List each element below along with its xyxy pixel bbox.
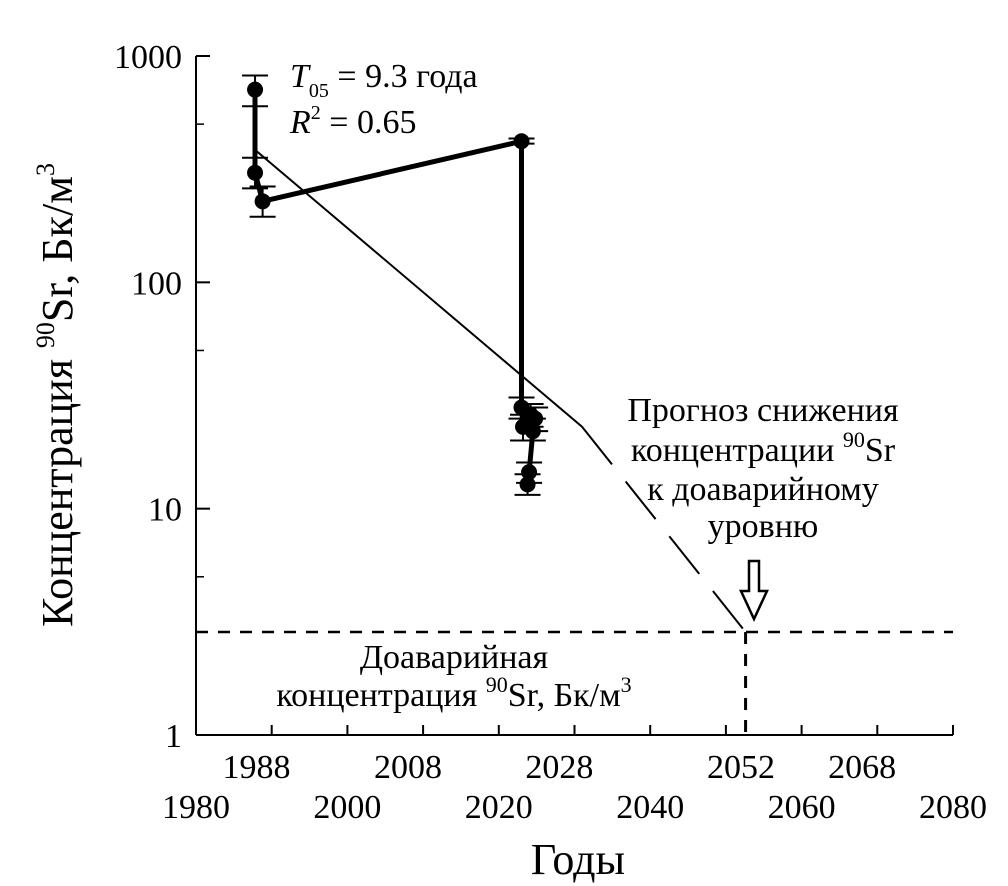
x-tick-label: 1980 [162, 789, 230, 826]
data-points [242, 74, 549, 496]
data-point [519, 476, 536, 493]
x-tick-label-upper: 2028 [525, 749, 593, 786]
pre-line2-pre: концентрация [276, 677, 485, 714]
y-axis-label-mid: Sr, Бк/м [33, 176, 82, 322]
fit-R-rest: = 0.65 [321, 104, 417, 141]
fit-T-rest: = 9.3 года [329, 58, 478, 95]
forecast-label-line3: к доаварийному [647, 471, 879, 508]
y-tick-label: 1000 [114, 39, 182, 76]
forecast-label-line1: Прогноз снижения [627, 392, 899, 429]
data-point [247, 164, 264, 181]
fit-R: R [289, 104, 311, 141]
forecast-arrow-icon [739, 559, 769, 622]
fit-line [255, 150, 583, 428]
y-tick-label: 10 [148, 492, 182, 529]
y-axis-label-sup2: 3 [31, 163, 60, 176]
x-tick-label: 2060 [768, 789, 836, 826]
pre-line2-sup: 90 [486, 672, 508, 697]
forecast-line2-post: Sr [865, 432, 896, 469]
y-ticks: 1 10 100 1000 [114, 39, 210, 755]
x-tick-label-upper: 2008 [374, 749, 442, 786]
data-point [513, 133, 530, 150]
preaccident-label-line2: концентрация 90Sr, Бк/м3 [276, 672, 631, 714]
forecast-line2-sup: 90 [843, 427, 865, 452]
forecast-line [581, 426, 747, 633]
y-tick-label: 100 [131, 265, 182, 302]
x-tick-label: 2040 [616, 789, 684, 826]
fit-R-sup: 2 [311, 102, 321, 124]
fit-T-sub: 05 [309, 80, 329, 102]
y-axis-label: Концентрация 90Sr, Бк/м3 [31, 163, 82, 627]
y-axis-label-pre: Концентрация [33, 348, 82, 627]
data-point [521, 464, 538, 481]
data-point [247, 81, 264, 98]
fit-T: T [290, 58, 311, 95]
data-point [254, 193, 271, 210]
forecast-label-line4: уровню [708, 508, 819, 545]
data-connecting-line [252, 89, 538, 485]
preaccident-label-line1: Доаварийная [360, 639, 549, 676]
forecast-line2-pre: концентрации [631, 432, 843, 469]
x-tick-label: 2080 [919, 789, 987, 826]
x-tick-label-upper: 2068 [828, 749, 896, 786]
x-tick-label: 2020 [465, 789, 533, 826]
fit-r2-label: R2 = 0.65 [289, 102, 416, 141]
x-tick-label-upper: 2052 [707, 749, 775, 786]
x-tick-label-upper: 1988 [223, 749, 291, 786]
fit-half-life-label: T05 = 9.3 года [290, 58, 478, 102]
x-ticks: 1980 2000 2020 2040 2060 2080 1988 2008 2028 2052… [162, 725, 987, 826]
y-axis-label-sup: 90 [31, 322, 60, 348]
x-tick-label: 2000 [313, 789, 381, 826]
forecast-label-line2: концентрации 90Sr [631, 427, 896, 469]
data-point [524, 423, 541, 440]
x-axis-label: Годы [531, 835, 625, 884]
y-tick-label: 1 [165, 718, 182, 755]
pre-line2-mid: Sr, Бк/м [508, 677, 621, 714]
pre-line2-sup2: 3 [621, 672, 632, 697]
